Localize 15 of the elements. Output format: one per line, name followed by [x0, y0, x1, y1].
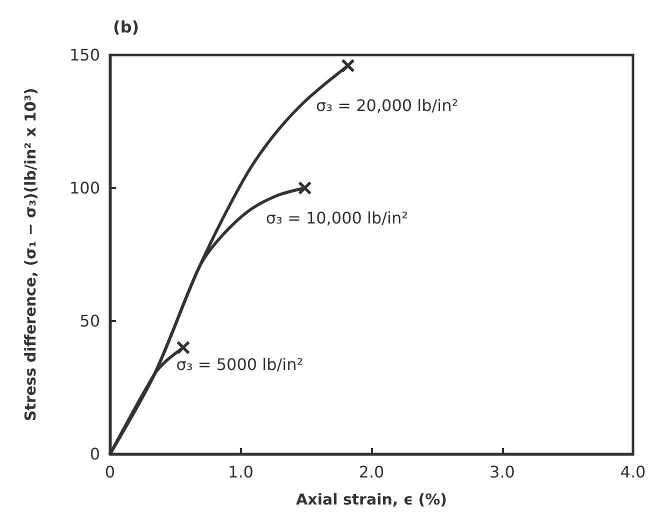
chart-title: (b): [113, 18, 140, 36]
x-tick-label: 1.0: [228, 462, 254, 482]
y-tick-label: 0: [90, 444, 100, 464]
y-tick-label: 100: [69, 178, 100, 198]
x-tick-label: 2.0: [358, 462, 384, 482]
x-axis-title: Axial strain, ϵ (%): [296, 490, 447, 508]
x-tick-label: 4.0: [620, 462, 646, 482]
series-label: σ₃ = 5000 lb/in²: [176, 355, 304, 374]
series-label: σ₃ = 20,000 lb/in²: [316, 96, 458, 116]
y-axis-title: Stress difference, (σ₁ − σ₃)(lb/in² x 10³): [22, 88, 40, 422]
x-tick-label: 3.0: [490, 462, 515, 482]
x-tick-label: 0: [104, 462, 116, 482]
y-tick-label: 50: [80, 312, 100, 330]
series-label: σ₃ = 10,000 lb/in²: [266, 208, 408, 228]
y-tick-label: 150: [69, 46, 100, 64]
